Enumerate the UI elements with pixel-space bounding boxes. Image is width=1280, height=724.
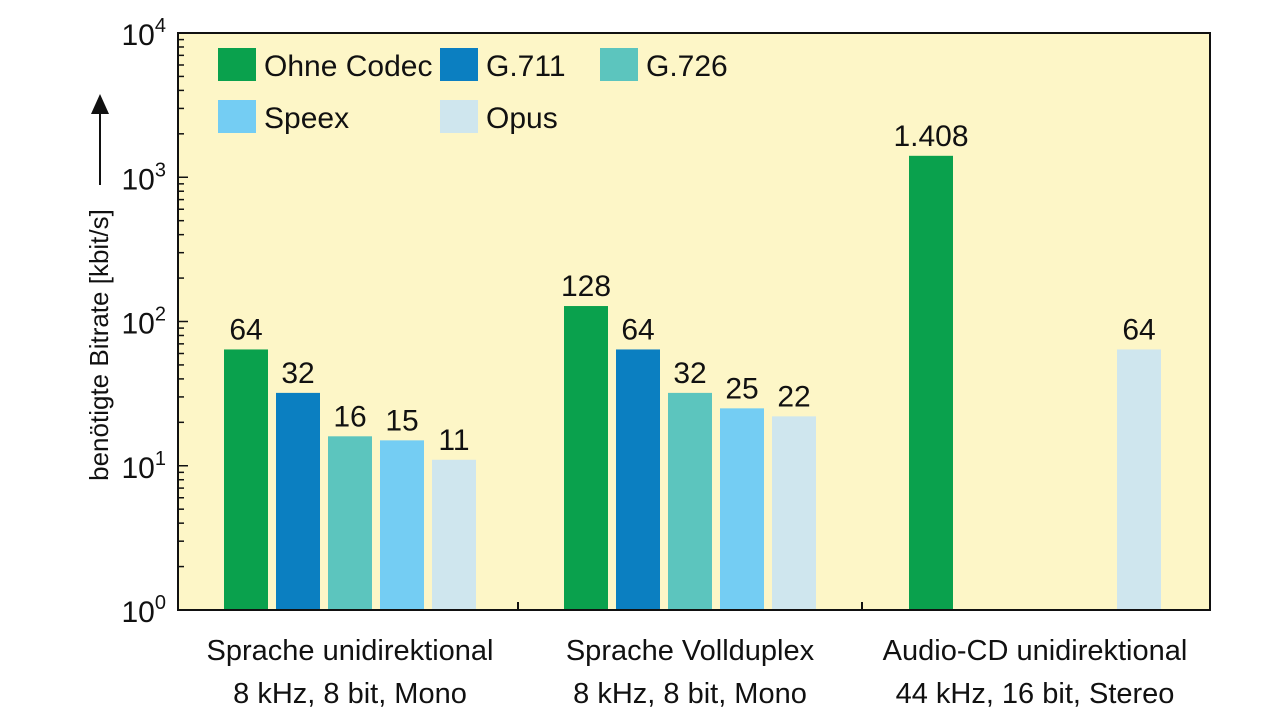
bar-value-label: 11 [438,424,469,457]
bar-value-label: 1.408 [893,120,968,153]
bar-speex [380,440,424,610]
bar-value-label: 64 [621,313,654,346]
bar-ohne-codec [224,349,268,610]
bar-value-label: 64 [229,313,262,346]
y-axis-arrow-head [91,94,109,114]
y-tick-label: 102 [122,304,167,341]
x-category-label: Sprache unidirektional [207,635,494,667]
x-category-sublabel: 44 kHz, 16 bit, Stereo [896,678,1175,710]
x-category-label: Audio-CD unidirektional [883,635,1188,667]
bar-value-label: 32 [673,357,706,390]
legend-swatch-speex [218,100,256,133]
legend-label-g-726: G.726 [646,50,728,83]
bar-value-label: 22 [777,380,810,413]
x-category-sublabel: 8 kHz, 8 bit, Mono [233,678,467,710]
bar-value-label: 64 [1122,313,1155,346]
legend-swatch-opus [440,100,478,133]
y-tick-label: 101 [122,448,167,485]
legend-swatch-ohne-codec [218,48,256,81]
bar-value-label: 128 [561,270,611,303]
plot-frame [177,32,1211,611]
bar-g-726 [328,436,372,610]
bar-g-711 [276,392,320,610]
legend-label-g-711: G.711 [486,50,566,83]
y-axis-label: benötigte Bitrate [kbit/s] [84,209,114,481]
y-tick-label: 103 [122,159,167,196]
legend-swatch-g-726 [600,48,638,81]
x-category-sublabel: 8 kHz, 8 bit, Mono [573,678,807,710]
y-tick-label: 104 [122,15,167,52]
x-category-label: Sprache Vollduplex [566,635,815,667]
bar-value-label: 32 [281,357,314,390]
bar-value-label: 15 [385,404,418,437]
bar-ohne-codec [909,155,953,610]
bar-g-726 [668,392,712,610]
bar-opus [1117,349,1161,610]
legend-label-speex: Speex [264,102,349,135]
bar-speex [720,408,764,610]
legend-label-opus: Opus [486,102,558,135]
legend-label-ohne-codec: Ohne Codec [264,50,432,83]
bar-opus [772,416,816,610]
bar-opus [432,459,476,610]
legend-swatch-g-711 [440,48,478,81]
bar-g-711 [616,349,660,610]
bar-value-label: 25 [725,372,758,405]
y-tick-label: 100 [122,592,167,629]
bar-ohne-codec [564,306,608,610]
bar-value-label: 16 [333,400,366,433]
